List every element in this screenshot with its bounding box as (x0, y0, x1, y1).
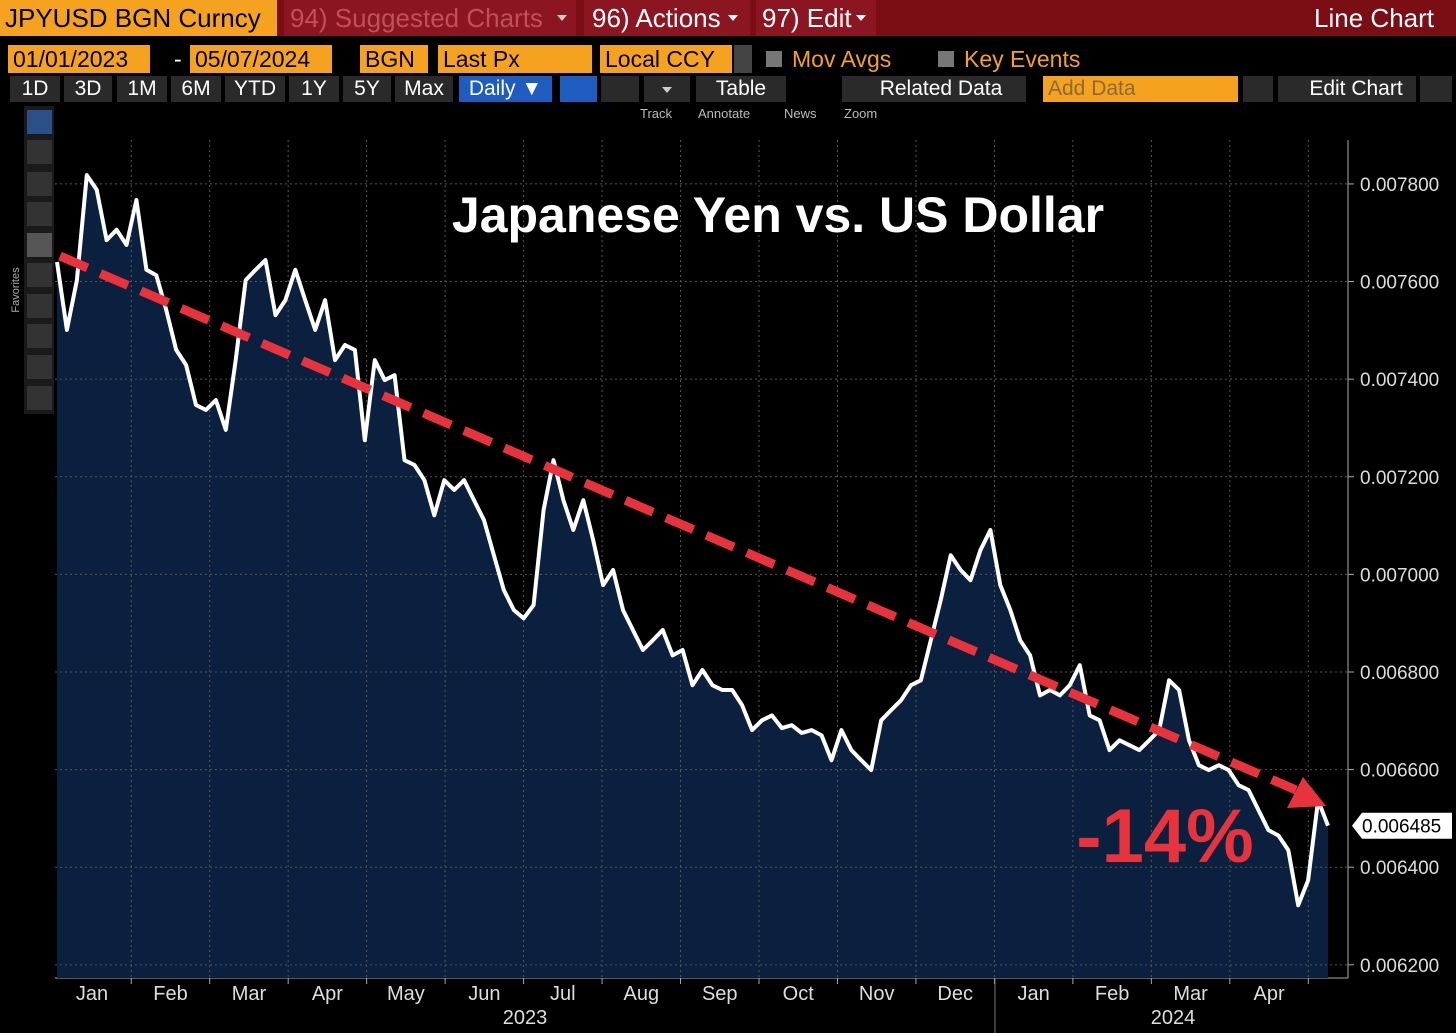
menu-actions[interactable]: 96) Actions (584, 0, 750, 36)
chart-title: Japanese Yen vs. US Dollar (452, 187, 1104, 243)
left-toolbar: Favorites (10, 106, 54, 414)
tool-icon[interactable] (27, 202, 52, 226)
tool-button[interactable]: Zoom (844, 106, 878, 121)
x-tick-label: Apr (312, 983, 343, 1005)
tool-icon[interactable] (27, 172, 52, 196)
add-data-field[interactable]: Add Data (1043, 76, 1238, 102)
x-tick-label: Jul (550, 983, 576, 1005)
y-tick-label: 0.006400 (1360, 858, 1439, 879)
favorites-label: Favorites (10, 267, 22, 313)
y-tick-label: 0.007200 (1360, 468, 1439, 489)
last-value-tag (1352, 812, 1452, 839)
y-tick-label: 0.007400 (1360, 370, 1439, 391)
trend-arrowhead (1287, 777, 1326, 808)
chart-kind: Line Chart (1314, 3, 1434, 33)
dropdown-arrow (856, 15, 866, 21)
tool-icon[interactable] (27, 386, 52, 410)
x-tick-label: Jan (1018, 983, 1050, 1005)
series-line (55, 173, 1330, 908)
year-label: 2024 (1151, 1007, 1196, 1029)
x-tick-label: Aug (623, 983, 659, 1005)
period-button[interactable]: 1M (117, 76, 167, 102)
year-label: 2023 (503, 1007, 548, 1029)
x-tick-label: Mar (232, 983, 267, 1005)
tool-icon[interactable] (27, 324, 52, 348)
trend-arrow (58, 251, 1298, 795)
dropdown-arrow (557, 15, 567, 21)
y-tick-label: 0.007800 (1360, 175, 1439, 196)
x-tick-label: Jan (76, 983, 108, 1005)
period-button[interactable]: 6M (171, 76, 221, 102)
collapse-button[interactable] (1243, 76, 1273, 102)
period-button[interactable]: 5Y (343, 76, 391, 102)
annotation: -14% (1076, 794, 1253, 879)
currency-dropdown[interactable] (734, 45, 752, 73)
currency-select[interactable]: Local CCY (600, 45, 732, 73)
x-tick-label: Nov (859, 983, 895, 1005)
dropdown-arrow (662, 87, 672, 93)
period-button[interactable]: 3D (64, 76, 112, 102)
ticker-field[interactable]: JPYUSD BGN Curncy (0, 0, 277, 36)
y-tick-label: 0.007000 (1360, 565, 1439, 586)
line-style-button[interactable] (560, 76, 597, 102)
tool-icon[interactable] (27, 233, 52, 257)
checkbox[interactable] (938, 51, 954, 67)
checkbox[interactable] (766, 51, 782, 67)
x-tick-label: Dec (937, 983, 973, 1005)
last-value-label: 0.006485 (1362, 817, 1441, 838)
bar-style-button[interactable] (601, 76, 639, 102)
y-tick-label: 0.006600 (1360, 761, 1439, 782)
x-tick-label: Feb (1095, 983, 1129, 1005)
tool-button[interactable]: Annotate (698, 106, 751, 121)
menu-suggested[interactable]: 94) Suggested Charts (284, 0, 576, 36)
date-separator: - (174, 46, 182, 72)
end-date[interactable]: 05/07/2024 (190, 45, 332, 73)
toggle-key-events[interactable]: Key Events (964, 46, 1081, 72)
settings-button[interactable] (1420, 76, 1452, 102)
y-tick-label: 0.007600 (1360, 273, 1439, 294)
toggle-mov-avgs[interactable]: Mov Avgs (792, 46, 892, 72)
y-tick-label: 0.006200 (1360, 956, 1439, 977)
table-button[interactable]: Table (696, 76, 786, 102)
plot: Jan Feb Mar Apr May Jun Jul Aug Sep Oct Nov Dec Jan F… (55, 140, 1452, 1033)
tool-icon[interactable] (27, 140, 52, 164)
tool-icon[interactable] (27, 355, 52, 379)
period-button[interactable]: 1Y (289, 76, 339, 102)
tool-icon[interactable] (27, 294, 52, 318)
related-data-button[interactable]: Related Data (842, 76, 1026, 102)
tool-icon[interactable] (27, 263, 52, 287)
start-date[interactable]: 01/01/2023 (8, 45, 150, 73)
menu-edit[interactable]: 97) Edit (756, 0, 876, 36)
frequency-button[interactable]: Daily ▼ (459, 76, 552, 102)
tool-button[interactable]: Track (640, 106, 673, 121)
y-tick-label: 0.006800 (1360, 663, 1439, 684)
period-button[interactable]: 1D (10, 76, 60, 102)
x-tick-label: Apr (1253, 983, 1284, 1005)
source-field[interactable]: BGN (360, 45, 428, 73)
x-tick-label: Oct (783, 983, 815, 1005)
field-select[interactable]: Last Px (438, 45, 592, 73)
x-tick-label: Sep (702, 983, 738, 1005)
tool-button[interactable]: News (784, 106, 817, 121)
tool-icon[interactable] (27, 110, 52, 134)
x-tick-label: Feb (153, 983, 187, 1005)
edit-chart-button[interactable]: Edit Chart (1278, 76, 1416, 102)
period-button[interactable]: YTD (225, 76, 285, 102)
x-tick-label: Mar (1173, 983, 1208, 1005)
dropdown-arrow (728, 15, 738, 21)
x-tick-label: May (387, 983, 425, 1005)
x-tick-label: Jun (468, 983, 500, 1005)
period-button[interactable]: Max (395, 76, 453, 102)
